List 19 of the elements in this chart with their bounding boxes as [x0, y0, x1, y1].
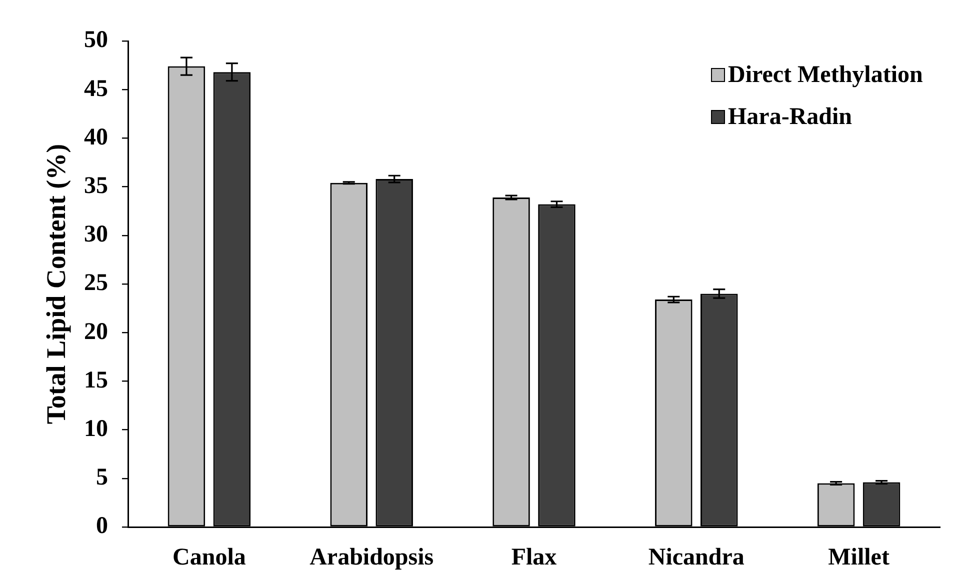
- x-tick-label: Nicandra: [648, 544, 744, 571]
- legend-label: Direct Methylation: [728, 61, 923, 89]
- y-tick-label: 30: [84, 222, 108, 248]
- y-tick-label: 45: [84, 76, 108, 102]
- x-tick-label: Flax: [511, 544, 557, 571]
- y-tick-label: 20: [84, 318, 108, 345]
- y-tick-label: 25: [84, 270, 108, 296]
- y-tick-label: 40: [84, 124, 108, 150]
- x-tick-label: Canola: [172, 544, 246, 571]
- y-axis-title: Total Lipid Content (%): [41, 144, 72, 424]
- x-tick-label: Millet: [828, 544, 890, 571]
- legend-label: Hara-Radin: [728, 103, 852, 131]
- y-tick-label: 50: [84, 27, 108, 54]
- y-tick-label: 15: [84, 367, 108, 394]
- y-tick-label: 0: [96, 513, 108, 540]
- y-tick-label: 5: [96, 464, 108, 491]
- x-tick-label: Arabidopsis: [310, 544, 434, 571]
- y-tick-label: 10: [84, 416, 108, 442]
- y-tick-label: 35: [84, 173, 108, 200]
